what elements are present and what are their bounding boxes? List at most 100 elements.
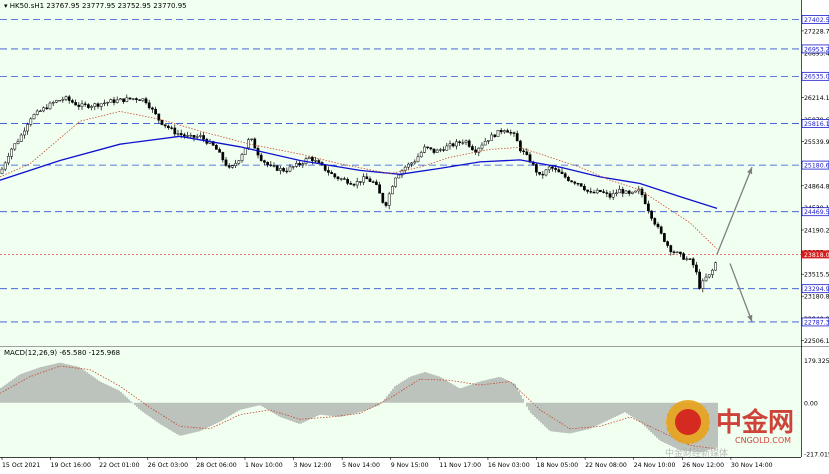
- macd-histogram-bar: [346, 403, 347, 416]
- candle-body: [596, 190, 598, 193]
- candle-body: [471, 147, 473, 150]
- macd-histogram-bar: [244, 403, 245, 409]
- candle-body: [708, 275, 710, 277]
- macd-histogram-bar: [204, 403, 205, 429]
- candle-body: [356, 182, 358, 185]
- candle-body: [4, 163, 6, 169]
- macd-histogram-bar: [232, 403, 233, 414]
- macd-histogram-bar: [62, 363, 63, 403]
- macd-histogram-bar: [542, 403, 543, 425]
- macd-histogram-bar: [564, 403, 565, 433]
- candle-body: [574, 182, 576, 183]
- macd-histogram-bar: [148, 403, 149, 416]
- macd-histogram-bar: [412, 376, 413, 403]
- candle-body: [571, 181, 573, 182]
- candle-body: [311, 157, 313, 161]
- macd-histogram-bar: [254, 403, 255, 407]
- macd-histogram-bar: [92, 377, 93, 403]
- candle-body: [36, 111, 38, 115]
- macd-histogram-bar: [422, 373, 423, 403]
- macd-histogram-bar: [398, 384, 399, 403]
- candle-body: [81, 104, 83, 107]
- candle-body: [299, 163, 301, 164]
- macd-histogram-bar: [58, 363, 59, 403]
- macd-histogram-bar: [18, 375, 19, 403]
- x-tick-label: 15 Oct 2021: [2, 462, 40, 469]
- macd-histogram-bar: [74, 366, 75, 403]
- macd-histogram-bar: [426, 373, 427, 403]
- macd-histogram-bar: [624, 403, 625, 412]
- candle-body: [577, 183, 579, 184]
- macd-histogram-bar: [316, 403, 317, 416]
- macd-histogram-bar: [16, 377, 17, 403]
- macd-histogram-bar: [552, 403, 553, 432]
- macd-histogram-bar: [80, 368, 81, 403]
- macd-histogram-bar: [452, 384, 453, 402]
- macd-histogram-bar: [512, 383, 513, 403]
- y-tick-label: 22506.15: [804, 338, 829, 345]
- dropdown-triangle-icon[interactable]: ▾: [4, 2, 8, 10]
- candle-body: [647, 204, 649, 211]
- candle-body: [375, 182, 377, 185]
- candle-body: [324, 165, 326, 170]
- macd-histogram-bar: [616, 403, 617, 416]
- candle-body: [148, 103, 150, 108]
- candle-body: [164, 125, 166, 126]
- macd-histogram-bar: [258, 403, 259, 406]
- candle-body: [679, 252, 681, 254]
- macd-histogram-bar: [562, 403, 563, 433]
- candle-body: [420, 152, 422, 156]
- candle-body: [430, 148, 432, 149]
- macd-histogram-bar: [112, 388, 113, 403]
- candle-body: [78, 105, 80, 107]
- macd-histogram-bar: [578, 403, 579, 432]
- level-price-label: 27402.55: [804, 17, 829, 24]
- candle-body: [167, 126, 169, 128]
- macd-histogram-bar: [26, 372, 27, 403]
- macd-histogram-bar: [228, 403, 229, 417]
- candle-body: [657, 224, 659, 227]
- candle-body: [702, 281, 704, 289]
- macd-histogram-bar: [198, 403, 199, 432]
- candle-body: [423, 147, 425, 152]
- y-tick-label: 25539.90: [804, 139, 829, 146]
- macd-histogram-bar: [296, 403, 297, 423]
- macd-histogram-bar: [560, 403, 561, 433]
- level-price-label: 23294.97: [804, 286, 829, 293]
- macd-histogram-bar: [320, 403, 321, 415]
- candle-body: [187, 135, 189, 136]
- macd-histogram-bar: [264, 403, 265, 408]
- level-price-label: 25180.63: [804, 162, 829, 169]
- candle-body: [686, 259, 688, 260]
- macd-histogram-bar: [460, 388, 461, 403]
- candle-body: [97, 104, 99, 107]
- candle-body: [644, 195, 646, 204]
- candle-body: [193, 135, 195, 137]
- candle-body: [385, 203, 387, 206]
- candle-body: [455, 142, 457, 146]
- macd-histogram-bar: [484, 380, 485, 402]
- candle-body: [103, 103, 105, 104]
- candle-body: [289, 167, 291, 171]
- macd-histogram-bar: [504, 379, 505, 403]
- candle-body: [75, 102, 77, 105]
- candle-body: [545, 170, 547, 175]
- macd-histogram-bar: [342, 403, 343, 416]
- macd-histogram-bar: [282, 403, 283, 418]
- macd-histogram-bar: [612, 403, 613, 418]
- candle-body: [139, 100, 141, 101]
- candle-body: [535, 164, 537, 172]
- macd-histogram-bar: [138, 403, 139, 409]
- macd-tick-label: -217.015: [804, 452, 829, 459]
- candle-body: [107, 102, 109, 103]
- candle-body: [270, 165, 272, 166]
- level-price-label: 26953.20: [804, 46, 829, 53]
- macd-histogram-bar: [292, 403, 293, 422]
- macd-histogram-bar: [174, 403, 175, 433]
- candle-body: [481, 145, 483, 148]
- candle-body: [484, 141, 486, 145]
- candle-body: [231, 166, 233, 168]
- candle-body: [443, 150, 445, 151]
